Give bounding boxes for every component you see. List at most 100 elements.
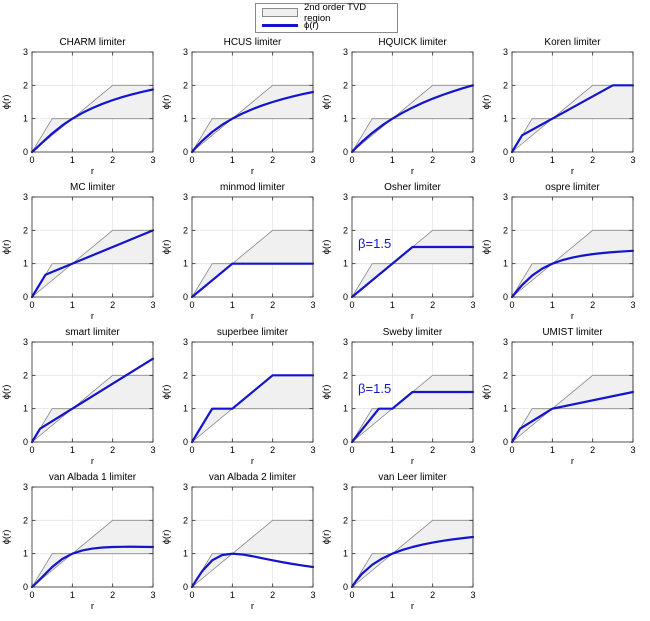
x-tick-label: 3: [470, 445, 475, 455]
y-tick-label: 2: [183, 80, 188, 90]
x-tick-label: 3: [150, 590, 155, 600]
y-tick-label: 3: [183, 337, 188, 347]
x-tick-label: 3: [470, 155, 475, 165]
subplot-title: smart limiter: [65, 327, 120, 338]
axes-box: [351, 486, 474, 588]
x-tick-label: 2: [110, 300, 115, 310]
y-axis-label: ϕ(r): [321, 385, 332, 400]
subplot-title: van Leer limiter: [378, 472, 447, 483]
subplot-van-albada-2-limiter: 0 1 2 3 0 1 2 3 van Albada 2 limiter r ϕ(r): [160, 465, 320, 612]
plot-canvas-osher-limiter: 0 1 2 3 0 1 2 3 Osher limiter r ϕ(r) β=1.5: [321, 182, 476, 322]
x-tick-label: 1: [70, 155, 75, 165]
y-tick-label: 0: [183, 437, 188, 447]
x-axis-label: r: [251, 166, 254, 175]
subplot-minmod-limiter: 0 1 2 3 0 1 2 3 minmod limiter r ϕ(r): [160, 175, 320, 322]
y-tick-label: 1: [183, 404, 188, 414]
y-tick-label: 1: [503, 114, 508, 124]
phi-curve: [350, 84, 475, 154]
phi-curve: [510, 390, 635, 444]
plot-canvas-sweby-limiter: 0 1 2 3 0 1 2 3 Sweby limiter r ϕ(r) β=1.5: [321, 327, 476, 467]
subplot-title: HCUS limiter: [224, 37, 282, 48]
subplot-charm-limiter: 0 1 2 3 0 1 2 3 CHARM limiter r ϕ(r): [0, 30, 160, 177]
y-tick-label: 1: [23, 549, 28, 559]
phi-curve: [30, 88, 155, 154]
x-axis-label: r: [411, 311, 414, 320]
axes-box: [511, 341, 634, 443]
y-tick-label: 1: [343, 404, 348, 414]
y-axis-label: ϕ(r): [321, 240, 332, 255]
y-tick-label: 2: [343, 225, 348, 235]
subplot-title: Osher limiter: [384, 182, 441, 193]
y-tick-label: 0: [503, 147, 508, 157]
y-tick-label: 0: [183, 292, 188, 302]
x-tick-label: 0: [29, 155, 34, 165]
y-tick-label: 3: [183, 482, 188, 492]
axes-box: [31, 486, 154, 588]
x-tick-label: 0: [349, 445, 354, 455]
y-tick-label: 0: [343, 582, 348, 592]
y-tick-label: 1: [23, 259, 28, 269]
tvd-region: [351, 519, 474, 588]
y-axis-label: ϕ(r): [161, 385, 172, 400]
y-tick-label: 1: [503, 404, 508, 414]
tvd-region: [511, 229, 634, 298]
y-tick-label: 3: [343, 337, 348, 347]
y-axis-label: ϕ(r): [481, 95, 492, 110]
y-tick-label: 0: [23, 292, 28, 302]
y-tick-label: 1: [183, 549, 188, 559]
subplot-superbee-limiter: 0 1 2 3 0 1 2 3 superbee limiter r ϕ(r): [160, 320, 320, 467]
y-tick-label: 3: [23, 192, 28, 202]
x-tick-label: 3: [310, 155, 315, 165]
y-tick-label: 2: [503, 80, 508, 90]
tvd-region: [511, 374, 634, 443]
y-tick-label: 2: [23, 80, 28, 90]
subplot-hquick-limiter: 0 1 2 3 0 1 2 3 HQUICK limiter r ϕ(r): [320, 30, 480, 177]
subplot-title: UMIST limiter: [542, 327, 603, 338]
subplot-title: HQUICK limiter: [378, 37, 447, 48]
x-tick-label: 1: [550, 300, 555, 310]
beta-annotation: β=1.5: [358, 236, 391, 251]
tvd-region: [31, 84, 154, 153]
y-tick-label: 2: [183, 515, 188, 525]
y-tick-label: 0: [183, 147, 188, 157]
x-tick-label: 3: [630, 300, 635, 310]
x-tick-label: 2: [110, 155, 115, 165]
x-tick-label: 0: [349, 590, 354, 600]
y-axis-label: ϕ(r): [481, 385, 492, 400]
phi-curve: [30, 229, 155, 299]
subplot-title: minmod limiter: [220, 182, 286, 193]
x-tick-label: 2: [590, 445, 595, 455]
plot-canvas-mc-limiter: 0 1 2 3 0 1 2 3 MC limiter r ϕ(r): [1, 182, 156, 322]
y-tick-label: 2: [23, 225, 28, 235]
x-tick-label: 1: [70, 300, 75, 310]
y-tick-label: 2: [343, 370, 348, 380]
subplot-title: CHARM limiter: [59, 37, 126, 48]
x-tick-label: 1: [230, 155, 235, 165]
subplot-van-leer-limiter: 0 1 2 3 0 1 2 3 van Leer limiter r ϕ(r): [320, 465, 480, 612]
phi-curve: [510, 84, 635, 154]
y-tick-label: 2: [183, 225, 188, 235]
y-tick-label: 3: [343, 47, 348, 57]
x-axis-label: r: [251, 601, 254, 610]
y-tick-label: 3: [503, 192, 508, 202]
x-axis-label: r: [411, 456, 414, 465]
y-tick-label: 2: [183, 370, 188, 380]
axes-box: [511, 196, 634, 298]
x-tick-label: 0: [189, 300, 194, 310]
y-tick-label: 0: [23, 582, 28, 592]
phi-curve: [350, 245, 475, 299]
x-tick-label: 2: [430, 445, 435, 455]
phi-curve: [190, 90, 315, 154]
phi-curve: [350, 390, 475, 444]
subplot-mc-limiter: 0 1 2 3 0 1 2 3 MC limiter r ϕ(r): [0, 175, 160, 322]
x-tick-label: 1: [390, 155, 395, 165]
plot-canvas-van-albada-2-limiter: 0 1 2 3 0 1 2 3 van Albada 2 limiter r ϕ(r): [161, 472, 316, 612]
y-tick-label: 0: [503, 292, 508, 302]
y-tick-label: 2: [23, 515, 28, 525]
subplot-osher-limiter: 0 1 2 3 0 1 2 3 Osher limiter r ϕ(r) β=1.5: [320, 175, 480, 322]
phi-curve: [190, 552, 315, 589]
plot-canvas-hcus-limiter: 0 1 2 3 0 1 2 3 HCUS limiter r ϕ(r): [161, 37, 316, 177]
plot-canvas-van-albada-1-limiter: 0 1 2 3 0 1 2 3 van Albada 1 limiter r ϕ(r): [1, 472, 156, 612]
x-tick-label: 2: [430, 590, 435, 600]
y-tick-label: 3: [183, 47, 188, 57]
